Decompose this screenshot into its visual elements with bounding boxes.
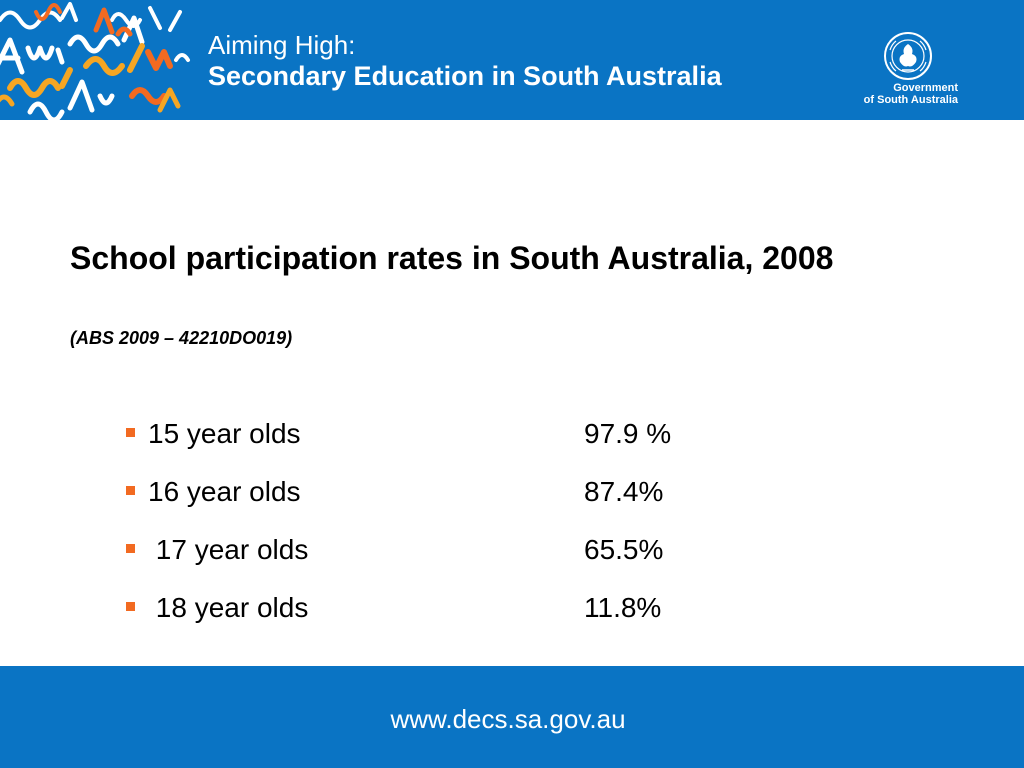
government-logo-line2: of South Australia (863, 94, 958, 106)
participation-rates-list: 15 year olds 97.9 % 16 year olds 87.4% 1… (120, 412, 760, 644)
slide-source-citation: (ABS 2009 – 42210DO019) (70, 328, 293, 348)
government-logo-line1: Government (893, 82, 958, 94)
participation-rate-value: 97.9 % (584, 418, 672, 449)
government-logo-text: Government of South Australia (858, 82, 958, 106)
age-group-label: 15 year olds (148, 418, 301, 449)
presentation-title-line2: Secondary Education in South Australia (208, 61, 722, 91)
square-bullet-icon (126, 602, 135, 611)
list-item: 16 year olds 87.4% (120, 470, 760, 528)
website-url[interactable]: www.decs.sa.gov.au (390, 704, 626, 734)
age-group-label: 16 year olds (148, 476, 301, 507)
age-group-label: 18 year olds (148, 592, 309, 623)
decorative-handwriting-graphic (0, 2, 190, 120)
list-item: 18 year olds 11.8% (120, 586, 760, 644)
square-bullet-icon (126, 428, 135, 437)
age-group-label: 17 year olds (148, 534, 309, 565)
government-of-south-australia-logo: Government of South Australia (858, 30, 968, 112)
square-bullet-icon (126, 486, 135, 495)
participation-rate-value: 11.8% (584, 592, 662, 623)
footer-band: www.decs.sa.gov.au (0, 666, 1024, 768)
square-bullet-icon (126, 544, 135, 553)
south-australia-crest-icon (884, 32, 932, 80)
slide-heading: School participation rates in South Aust… (70, 240, 834, 276)
participation-rate-value: 87.4% (584, 476, 664, 507)
presentation-title: Aiming High: Secondary Education in Sout… (208, 30, 722, 92)
list-item: 17 year olds 65.5% (120, 528, 760, 586)
header-band: Aiming High: Secondary Education in Sout… (0, 0, 1024, 120)
presentation-title-line1: Aiming High: (208, 30, 356, 60)
list-item: 15 year olds 97.9 % (120, 412, 760, 470)
participation-rate-value: 65.5% (584, 534, 664, 565)
